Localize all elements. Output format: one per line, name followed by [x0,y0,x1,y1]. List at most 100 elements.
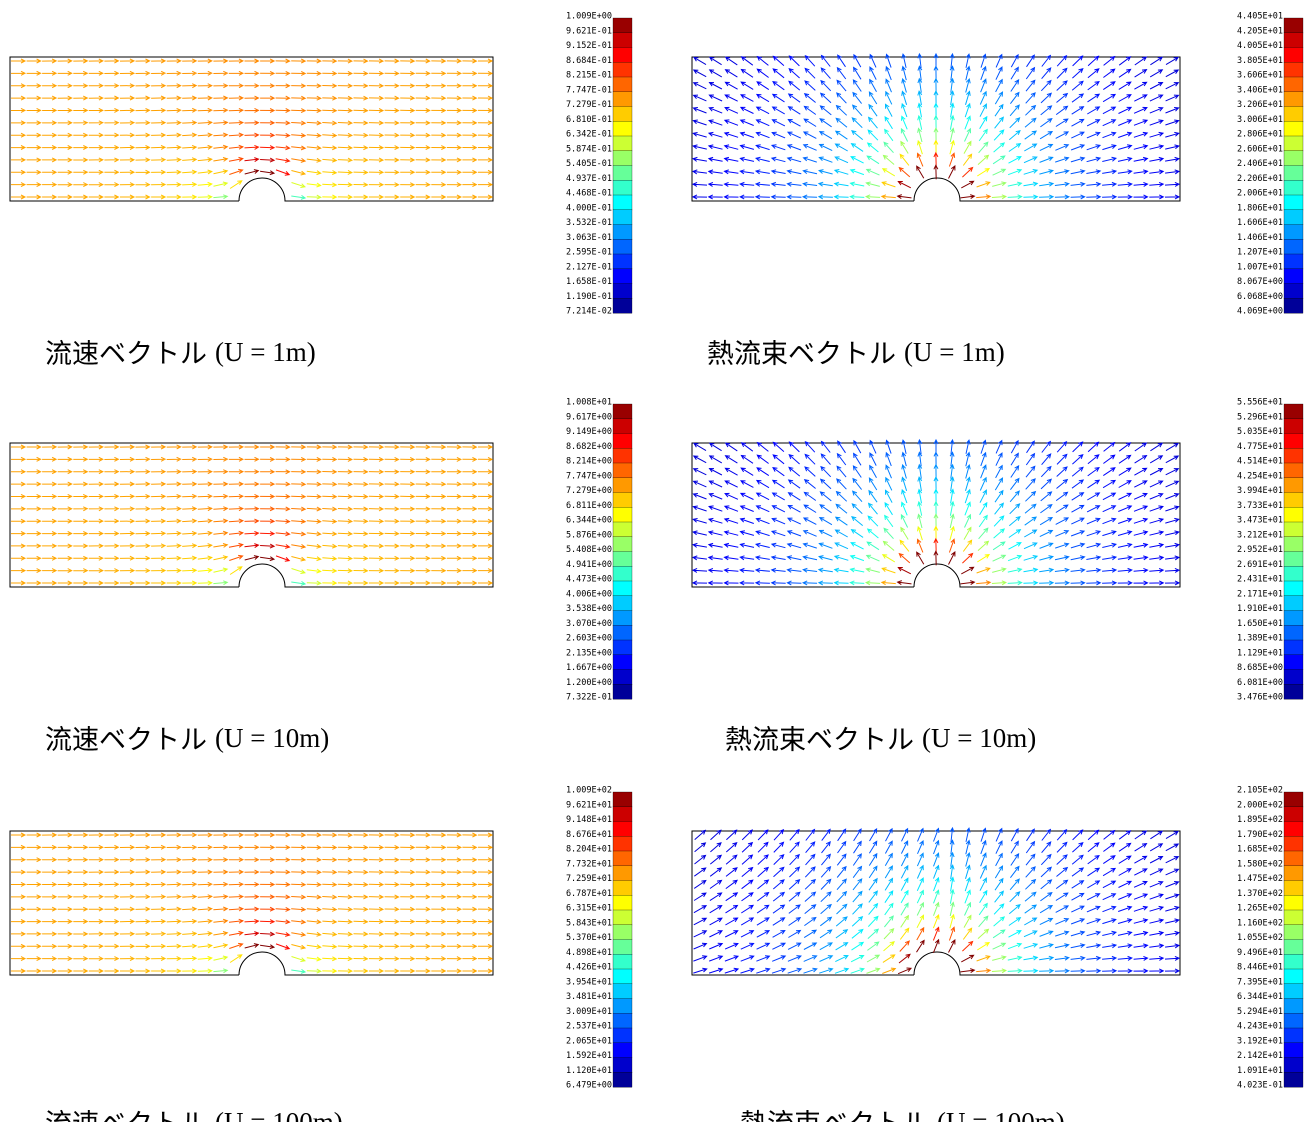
vector-arrow [151,456,167,462]
caption-label: 流速ベクトル [45,725,207,756]
vector-arrow [992,929,1006,939]
vector-arrow [197,943,213,949]
vector-arrow [869,66,877,80]
vector-arrow [368,894,385,900]
colorbar-cell [612,150,633,166]
vector-arrow [415,956,431,962]
vector-arrow [740,467,754,476]
vector-arrow [1133,930,1149,936]
vector-arrow [104,493,120,499]
vector-arrow [88,157,104,163]
vector-arrow [961,954,975,963]
vector-arrow [88,469,104,475]
vector-arrow [1041,453,1052,466]
vector-arrow [1150,442,1164,452]
vector-arrow [900,852,909,867]
vector-arrow [869,53,877,68]
colorbar-cell [1283,283,1304,299]
vector-arrow [818,131,833,140]
vector-arrow [244,469,260,475]
vector-arrow [1134,442,1148,452]
vector-arrow [1118,880,1133,888]
vector-arrow [368,931,385,937]
vector-arrow [992,181,1007,187]
vector-arrow [88,968,104,974]
vector-arrow [835,117,848,128]
vector-arrow [1165,169,1180,175]
vector-arrow [151,580,167,586]
colorbar-cell [612,194,633,211]
vector-arrow [818,542,833,549]
vector-arrow [57,493,73,499]
vector-arrow [275,544,291,549]
vector-arrow [980,65,987,81]
vector-arrow [1071,80,1084,91]
vector-arrow [478,580,494,586]
vector-arrow [275,58,291,64]
colorbar-label: 2.206E+01 [1237,174,1283,184]
vector-arrow [1010,840,1019,854]
vector-arrow [353,956,369,962]
colorbar-cell [612,76,633,93]
vector-arrow [834,516,848,526]
vector-arrow [852,878,863,891]
vector-arrow [228,83,245,89]
vector-arrow [916,852,924,867]
vector-arrow [770,181,786,187]
vector-arrow [1149,493,1164,500]
vector-arrow [228,530,245,536]
vector-arrow [900,513,909,528]
vector-arrow [692,518,707,524]
vector-arrow [88,120,104,126]
vector-arrow [104,568,120,574]
vector-arrow [1165,442,1179,452]
vector-arrow [291,580,307,586]
vector-arrow [384,857,400,863]
vector-arrow [26,120,42,126]
vector-arrow [400,444,416,450]
vector-arrow [182,132,198,138]
vector-arrow [446,857,463,863]
colorbar-label: 5.874E-01 [566,144,612,154]
vector-arrow [400,555,416,561]
vector-arrow [949,876,955,892]
vector-arrow [739,131,754,138]
vector-arrow [57,120,73,126]
vector-arrow [707,144,723,150]
vector-arrow [337,444,354,450]
vector-arrow [353,481,369,487]
vector-arrow [1165,856,1180,864]
vector-arrow [917,77,923,93]
vector-arrow [834,529,848,538]
colorbar-label: 1.895E+02 [1237,815,1283,825]
vector-arrow [104,444,120,450]
vector-arrow [57,444,73,450]
caption-label: 熱流束ベクトル [707,339,896,370]
vector-arrow [772,55,785,66]
vector-arrow [446,444,463,450]
vector-arrow [707,181,723,187]
vector-arrow [850,156,864,164]
vector-arrow [151,493,167,499]
domain-boundary [691,56,1181,202]
vector-arrow [260,70,276,76]
vector-arrow [980,78,987,93]
vector-arrow [933,827,940,842]
vector-arrow [151,506,167,512]
vector-arrow [949,438,955,455]
vector-arrow [1055,892,1069,901]
vector-arrow [104,956,120,962]
vector-arrow [1039,943,1055,949]
vector-arrow [353,70,369,76]
colorbar-label: 2.595E-01 [566,248,612,258]
vector-arrow [213,181,229,187]
vector-arrow [353,882,369,887]
vector-arrow [802,530,817,537]
vector-arrow [462,469,478,475]
vector-arrow [1134,855,1148,864]
vector-arrow [260,857,276,863]
vector-arrow [788,67,800,79]
vector-arrow [415,906,431,912]
vector-arrow [885,90,893,105]
vector-arrow [709,879,723,889]
